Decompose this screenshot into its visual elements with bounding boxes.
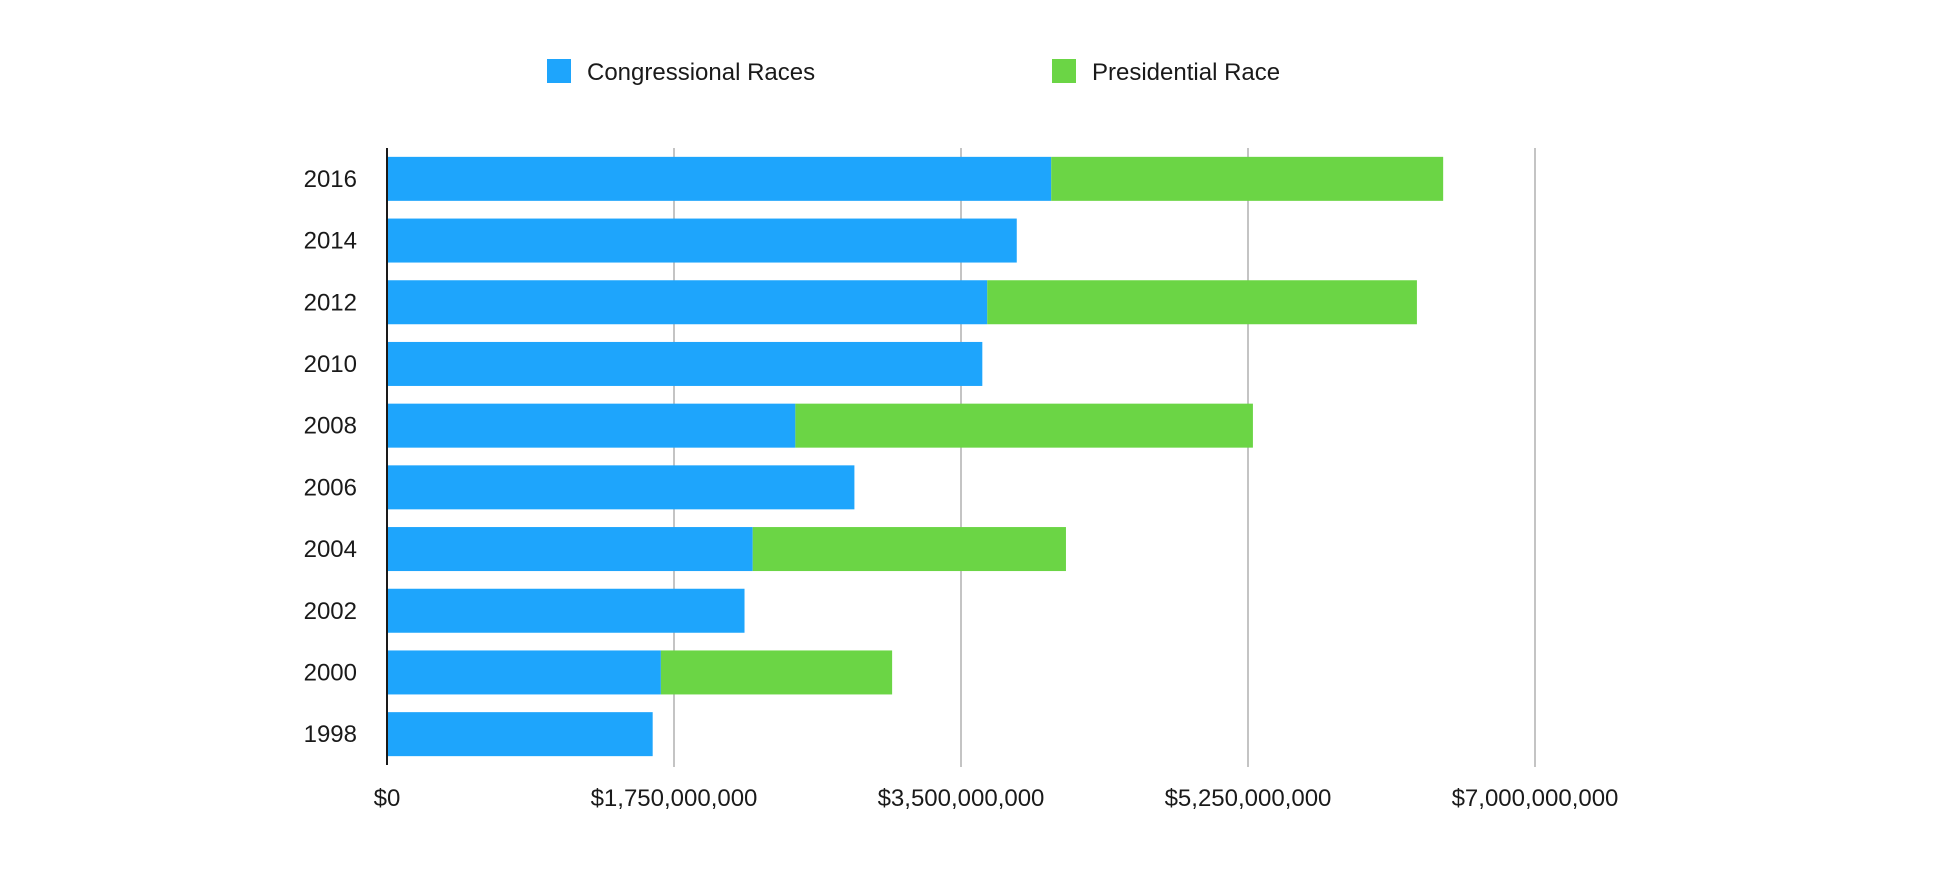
category-label-2002: 2002: [304, 598, 357, 625]
x-tick-label-4: $7,000,000,000: [1452, 785, 1619, 812]
category-label-2000: 2000: [304, 659, 357, 686]
category-label-2014: 2014: [304, 228, 357, 255]
legend-swatch-0: [547, 59, 571, 83]
legend-label-1: Presidential Race: [1092, 59, 1280, 86]
bar-2016-presidential: [1051, 156, 1444, 201]
x-tick-label-3: $5,250,000,000: [1165, 785, 1332, 812]
bar-2010-congressional: [387, 341, 983, 386]
category-label-1998: 1998: [304, 721, 357, 748]
bar-2012-presidential: [987, 280, 1417, 325]
bar-2016-congressional: [387, 156, 1052, 201]
category-label-2010: 2010: [304, 351, 357, 378]
category-label-2008: 2008: [304, 413, 357, 440]
legend: Congressional Races Presidential Race: [547, 59, 1280, 86]
bar-2014-congressional: [387, 218, 1017, 263]
legend-label-0: Congressional Races: [587, 59, 815, 86]
x-tick-label-2: $3,500,000,000: [878, 785, 1045, 812]
category-label-2006: 2006: [304, 474, 357, 501]
category-label-2016: 2016: [304, 166, 357, 193]
value-axis-labels: $0 $1,750,000,000 $3,500,000,000 $5,250,000…: [374, 785, 1619, 812]
bar-2004-congressional: [387, 527, 753, 572]
x-tick-label-0: $0: [374, 785, 401, 812]
bar-2000-congressional: [387, 650, 661, 695]
bar-2004-presidential: [752, 527, 1066, 572]
category-label-2004: 2004: [304, 536, 357, 563]
bar-2000-presidential: [660, 650, 893, 695]
bars: [387, 156, 1444, 757]
bar-2008-presidential: [795, 403, 1253, 448]
bar-2012-congressional: [387, 280, 988, 325]
bar-2002-congressional: [387, 588, 745, 633]
bar-2008-congressional: [387, 403, 796, 448]
bar-2006-congressional: [387, 465, 855, 510]
x-tick-label-1: $1,750,000,000: [591, 785, 758, 812]
category-axis-labels: 2016 2014 2012 2010 2008 2006 2004 2002 2000 1998: [304, 166, 357, 748]
bar-1998-congressional: [387, 712, 653, 757]
category-label-2012: 2012: [304, 289, 357, 316]
legend-swatch-1: [1052, 59, 1076, 83]
